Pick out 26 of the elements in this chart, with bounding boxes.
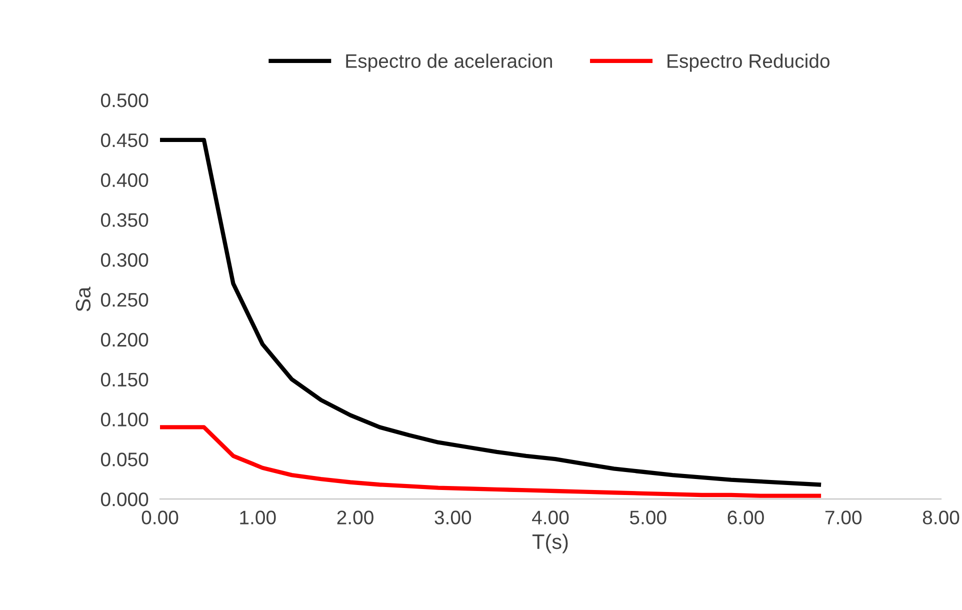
legend-label: Espectro Reducido bbox=[668, 54, 830, 72]
y-tick-label: 0.300 bbox=[100, 253, 148, 267]
x-tick-label: 3.00 bbox=[434, 510, 472, 524]
x-tick-label: 4.00 bbox=[532, 510, 569, 524]
y-tick-label: 0.000 bbox=[100, 492, 148, 506]
line-series bbox=[160, 138, 822, 487]
y-tick-label: 0.100 bbox=[100, 412, 148, 426]
x-tick-label: 8.00 bbox=[922, 510, 960, 524]
x-tick-label: 1.00 bbox=[240, 510, 276, 524]
x-tick-label: 5.00 bbox=[630, 510, 666, 524]
y-tick-label: 0.350 bbox=[100, 213, 148, 227]
y-axis-title: Sa bbox=[76, 286, 91, 312]
x-tick-label: 7.00 bbox=[825, 510, 862, 524]
y-tick-label: 0.400 bbox=[100, 173, 148, 188]
legend-label: Espectro de aceleracion bbox=[346, 54, 552, 72]
x-axis-title: T(s) bbox=[532, 534, 568, 554]
line-series bbox=[160, 425, 822, 498]
y-tick-label: 0.450 bbox=[100, 133, 148, 148]
x-tick-label: 6.00 bbox=[728, 510, 764, 524]
y-tick-label: 0.500 bbox=[100, 93, 148, 108]
y-tick-label: 0.150 bbox=[100, 372, 148, 387]
x-tick-label: 2.00 bbox=[337, 510, 374, 524]
y-tick-label: 0.200 bbox=[100, 332, 148, 347]
y-tick-label: 0.250 bbox=[100, 292, 148, 307]
x-tick-label: 0.00 bbox=[142, 510, 178, 524]
y-tick-label: 0.050 bbox=[100, 452, 148, 466]
